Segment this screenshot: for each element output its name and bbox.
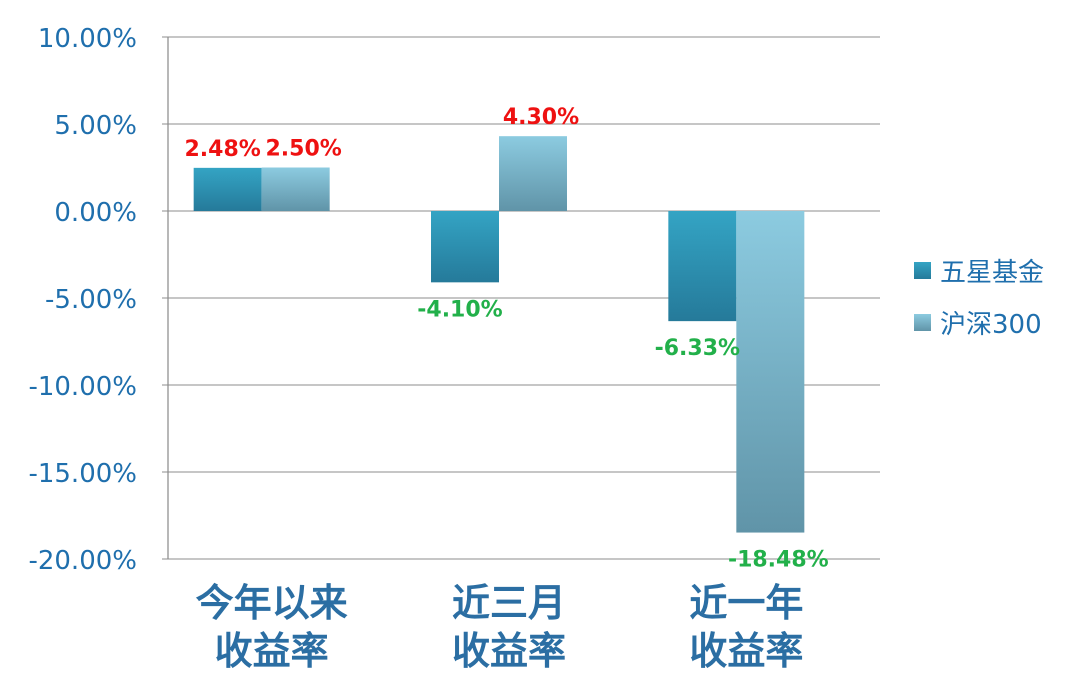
legend-swatch bbox=[914, 314, 931, 331]
category-label: 收益率 bbox=[215, 629, 329, 673]
data-label: 2.48% bbox=[185, 137, 261, 162]
bars bbox=[193, 136, 805, 533]
category-label: 今年以来 bbox=[196, 581, 348, 625]
legend-label: 沪深300 bbox=[940, 310, 1042, 340]
category-label: 收益率 bbox=[689, 629, 803, 673]
y-tick-label: 0.00% bbox=[54, 198, 137, 228]
y-tick-label: 5.00% bbox=[54, 111, 137, 141]
y-axis-ticks: 10.00% 5.00% 0.00% -5.00% -10.00% -15.00% -20.… bbox=[28, 24, 137, 576]
data-label: -18.48% bbox=[728, 548, 829, 573]
y-tick-label: -20.00% bbox=[28, 546, 137, 576]
data-label: -4.10% bbox=[417, 297, 502, 322]
data-label: 4.30% bbox=[503, 105, 579, 130]
legend-swatch bbox=[914, 262, 931, 279]
data-label: -6.33% bbox=[655, 336, 740, 361]
bar-index bbox=[499, 136, 567, 211]
bar-index bbox=[261, 167, 330, 211]
y-tick-label: -5.00% bbox=[45, 285, 137, 315]
category-label: 近一年 bbox=[689, 581, 803, 625]
bar-fund bbox=[668, 211, 737, 322]
y-tick-label: 10.00% bbox=[38, 24, 137, 54]
category-label: 近三月 bbox=[452, 581, 566, 625]
bar-fund bbox=[431, 211, 499, 283]
bar-fund bbox=[193, 167, 262, 211]
legend-label: 五星基金 bbox=[940, 258, 1044, 288]
y-tick-label: -15.00% bbox=[28, 459, 137, 489]
y-tick-label: -10.00% bbox=[28, 372, 137, 402]
data-labels: 2.48% 2.50% -4.10% 4.30% -6.33% -18.48% bbox=[185, 105, 829, 572]
data-label: 2.50% bbox=[266, 137, 342, 162]
category-label: 收益率 bbox=[452, 629, 566, 673]
bar-index bbox=[736, 211, 805, 533]
